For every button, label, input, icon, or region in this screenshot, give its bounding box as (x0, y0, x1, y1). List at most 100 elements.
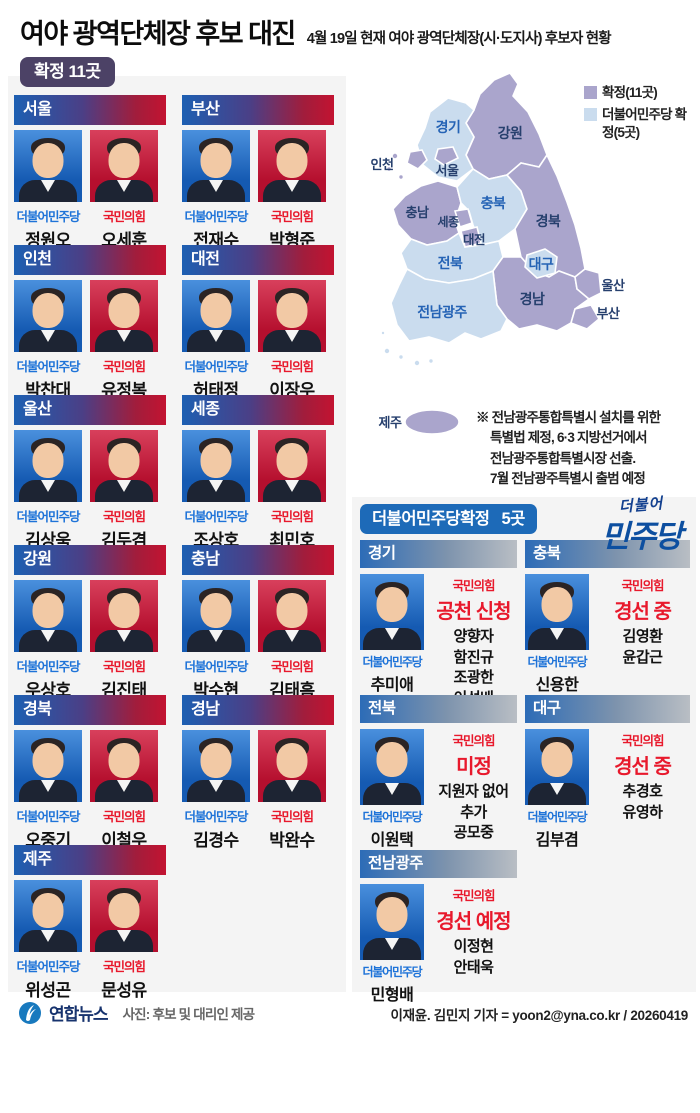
map-region-busan (570, 304, 601, 330)
ppp-candidate-name: 김영환 (622, 628, 663, 645)
page-subtitle: 4월 19일 현재 여야 광역단체장(시·도지사) 후보자 현황 (306, 31, 612, 47)
photo-silhouette (19, 930, 77, 952)
ppp-party-label: 국민의힘 (102, 210, 146, 224)
map-island (397, 353, 405, 361)
dem-card-daegu: 대구 더불어민주당 김부겸 국민의힘 경선 중 추경호 유영하 (525, 695, 690, 849)
photo-silhouette (276, 593, 308, 628)
ppp-party-label: 국민의힘 (621, 579, 664, 593)
ppp-party-label: 국민의힘 (270, 360, 314, 374)
region-header: 경남 (182, 695, 334, 725)
photo-silhouette (95, 330, 153, 352)
reporter-byline: 이재윤. 김민지 기자 = yoon2@yna.co.kr / 20260419 (390, 1008, 688, 1023)
map-region-sejong (453, 208, 473, 229)
photo-silhouette (363, 628, 421, 650)
dem-candidate-name: 신용한 (535, 677, 579, 694)
confirmed-cards-grid: 서울 더불어민주당 국민의힘 정원오 오세훈 부산 더불어민주당 국민의힘 전재수 박형… (14, 95, 334, 1000)
map-label-gyeonggi: 경기 (436, 119, 461, 135)
minjoo-party-logo: 더불어 민주당 (586, 494, 696, 556)
map-region-gyeonggi (416, 97, 476, 182)
legend-item-dem: 더불어민주당 확정(5곳) (584, 106, 696, 142)
photo-silhouette (200, 143, 232, 178)
ppp-candidate-photo (90, 580, 158, 652)
map-label-chungbuk: 충북 (481, 195, 506, 211)
footnote-line: 특별법 제정, 6·3 지방선거에서 (490, 430, 648, 446)
dem-badge-label: 더불어민주당확정 (372, 510, 490, 528)
region-card-gangwon: 강원 더불어민주당 국민의힘 우상호 김진태 (14, 545, 166, 700)
photo-credit: 사진: 후보 및 대리인 제공 (122, 1006, 256, 1022)
region-header: 인천 (14, 245, 166, 275)
agency-name: 연합뉴스 (49, 1005, 109, 1024)
dem-card-gyeonggi: 경기 더불어민주당 추미애 국민의힘 공천 신청 양향자 함진규 조광한 이성배 (360, 540, 517, 707)
map-region-daejeon (460, 226, 482, 248)
dem-card-jeonnam-gwangju: 전남광주 더불어민주당 민형배 국민의힘 경선 예정 이정현 안태욱 (360, 850, 517, 1004)
ppp-candidate-photo (90, 730, 158, 802)
dem-candidate-name: 김경수 (193, 831, 239, 850)
dem-party-label: 더불어민주당 (362, 655, 422, 669)
region-header: 부산 (182, 95, 334, 125)
ppp-candidate-photo (258, 730, 326, 802)
ppp-candidate-name: 박완수 (269, 831, 315, 850)
photo-silhouette (263, 630, 321, 652)
dem-candidate-photo (14, 130, 82, 202)
dem-party-label: 더불어민주당 (16, 510, 80, 524)
map-label-chungnam: 충남 (406, 205, 429, 220)
photo-silhouette (363, 938, 421, 960)
photo-silhouette (263, 480, 321, 502)
legend-swatch-dem (584, 108, 597, 122)
dem-candidate-photo (525, 574, 589, 650)
photo-silhouette (528, 783, 586, 805)
dem-candidate-photo (14, 880, 82, 952)
photo-silhouette (108, 593, 140, 628)
ppp-candidate-photo (258, 580, 326, 652)
photo-silhouette (200, 743, 232, 778)
dem-badge-count: 5곳 (501, 510, 525, 528)
dem-candidate-photo (360, 884, 424, 960)
region-card-incheon: 인천 더불어민주당 국민의힘 박찬대 유정복 (14, 245, 166, 400)
dem-party-label: 더불어민주당 (184, 810, 248, 824)
page-title: 여야 광역단체장 후보 대진 (20, 19, 296, 49)
map-region-daegu (524, 248, 558, 279)
photo-silhouette (95, 180, 153, 202)
confirmed-badge: 확정 11곳 (20, 57, 115, 87)
minjoo-logo-main: 민주당 (601, 519, 683, 554)
map-label-gyeongbuk: 경북 (536, 213, 561, 229)
ppp-party-label: 국민의힘 (270, 660, 314, 674)
map-label-incheon: 인천 (371, 157, 394, 172)
yonhap-logo-icon (19, 1001, 41, 1024)
photo-silhouette (200, 443, 232, 478)
dem-candidate-photo (182, 730, 250, 802)
ppp-status: 경선 예정 (436, 911, 511, 933)
dem-candidate-name: 김부겸 (535, 832, 579, 849)
ppp-party-label: 국민의힘 (102, 660, 146, 674)
ppp-party-label: 국민의힘 (102, 960, 146, 974)
ppp-status: 공천 신청 (436, 601, 511, 623)
region-card-sejong: 세종 더불어민주당 국민의힘 조상호 최민호 (182, 395, 334, 550)
dem-candidate-photo (14, 730, 82, 802)
footnote-line: ※ 전남광주통합특별시 설치를 위한 (476, 410, 661, 425)
ppp-party-label: 국민의힘 (102, 360, 146, 374)
dem-party-label: 더불어민주당 (184, 660, 248, 674)
legend-label: 확정(11곳) (602, 85, 658, 100)
photo-silhouette (19, 180, 77, 202)
map-legend: 확정(11곳) 더불어민주당 확정(5곳) (584, 84, 696, 147)
dem-card-jeonbuk: 전북 더불어민주당 이원택 국민의힘 미정 지원자 없어 추가 공모중 (360, 695, 517, 849)
dem-candidate-photo (14, 280, 82, 352)
ppp-candidate-photo (90, 280, 158, 352)
photo-silhouette (263, 180, 321, 202)
region-card-ulsan: 울산 더불어민주당 국민의힘 김상욱 김두겸 (14, 395, 166, 550)
region-header: 충남 (182, 545, 334, 575)
photo-silhouette (108, 893, 140, 928)
ppp-party-label: 국민의힘 (102, 510, 146, 524)
map-label-ulsan: 울산 (602, 278, 625, 293)
photo-silhouette (541, 742, 573, 777)
dem-section-badge: 더불어민주당확정 5곳 (360, 504, 537, 534)
photo-silhouette (32, 743, 64, 778)
region-card-jeju: 제주 더불어민주당 국민의힘 위성곤 문성유 (14, 845, 166, 1000)
ppp-party-label: 국민의힘 (621, 734, 664, 748)
korea-map: 인천 경기 서울 강원 충남 세종 충북 대전 경북 대구 전북 울산 경남 부… (352, 58, 700, 497)
dem-party-label: 더불어민주당 (16, 360, 80, 374)
photo-silhouette (187, 480, 245, 502)
photo-silhouette (187, 180, 245, 202)
dem-party-label: 더불어민주당 (184, 510, 248, 524)
